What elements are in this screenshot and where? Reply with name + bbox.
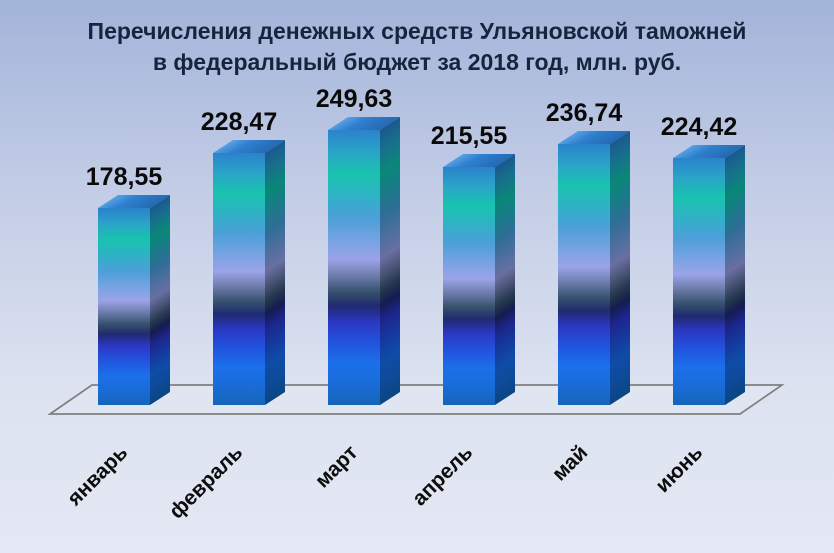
bar-front-face (673, 158, 725, 405)
bar-front-face (443, 167, 495, 405)
chart-title-line-1: Перечисления денежных средств Ульяновско… (87, 18, 747, 44)
bar-side-face (265, 140, 285, 405)
chart-title-line-2: в федеральный бюджет за 2018 год, млн. р… (152, 49, 682, 75)
value-label-май: 236,74 (545, 99, 623, 127)
bar-side-face (725, 145, 745, 405)
bar-side-face (610, 131, 630, 405)
bar-front-face (558, 144, 610, 405)
bar-front-face (98, 208, 150, 405)
bar-front-face (213, 153, 265, 405)
bar-column-июнь (673, 145, 745, 405)
bar-front-face (328, 130, 380, 405)
value-label-март: 249,63 (315, 85, 393, 113)
bar-column-апрель (443, 154, 515, 405)
bar-side-face (150, 195, 170, 405)
bar-column-май (558, 131, 630, 405)
bar-side-face (495, 154, 515, 405)
value-label-февраль: 228,47 (200, 108, 278, 136)
bar-column-январь (98, 195, 170, 405)
bar-column-март (328, 117, 400, 406)
bar-side-face (380, 117, 400, 406)
value-label-апрель: 215,55 (430, 122, 508, 150)
value-label-январь: 178,55 (85, 163, 163, 191)
bar-column-февраль (213, 140, 285, 405)
chart-title: Перечисления денежных средств Ульяновско… (0, 16, 834, 78)
value-label-июнь: 224,42 (660, 113, 738, 141)
